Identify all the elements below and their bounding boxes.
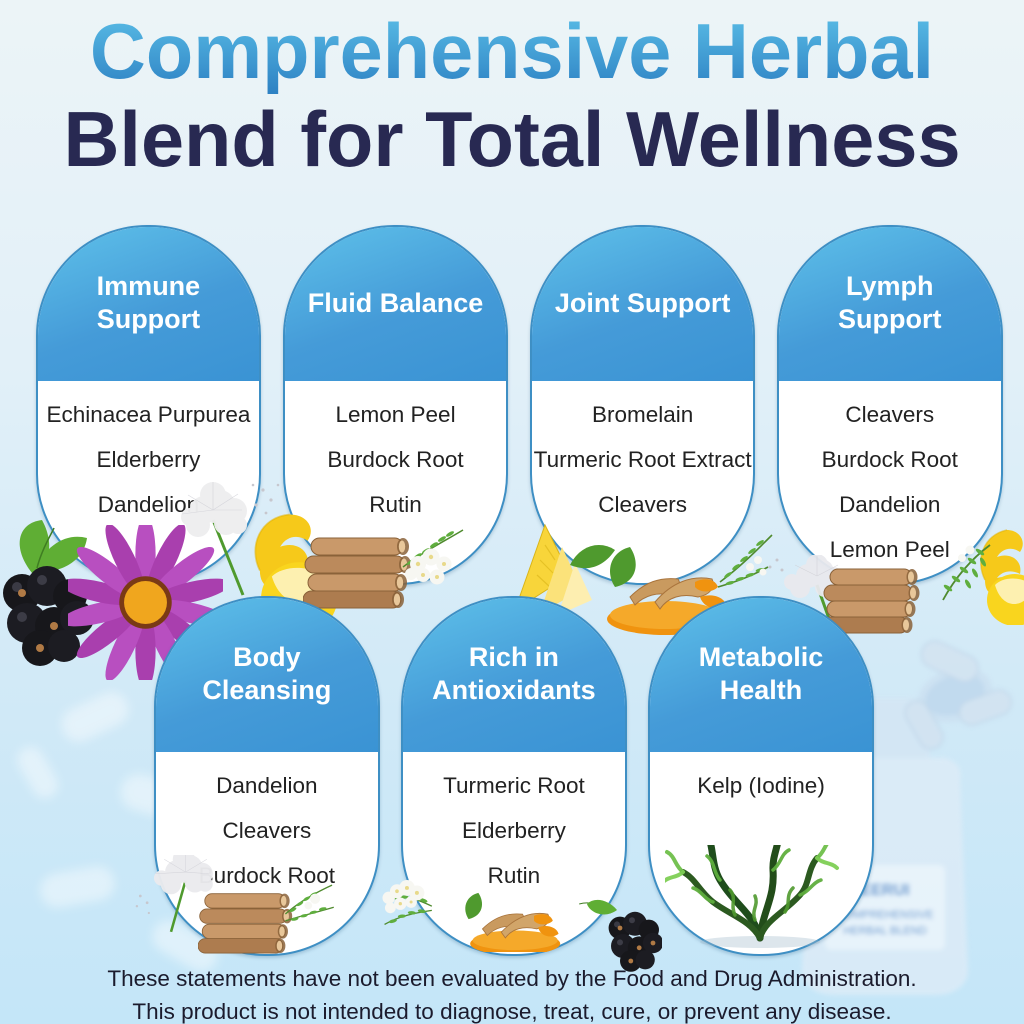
svg-text:HERBAL BLEND: HERBAL BLEND [843, 925, 926, 937]
svg-text:EERUI: EERUI [861, 882, 910, 899]
